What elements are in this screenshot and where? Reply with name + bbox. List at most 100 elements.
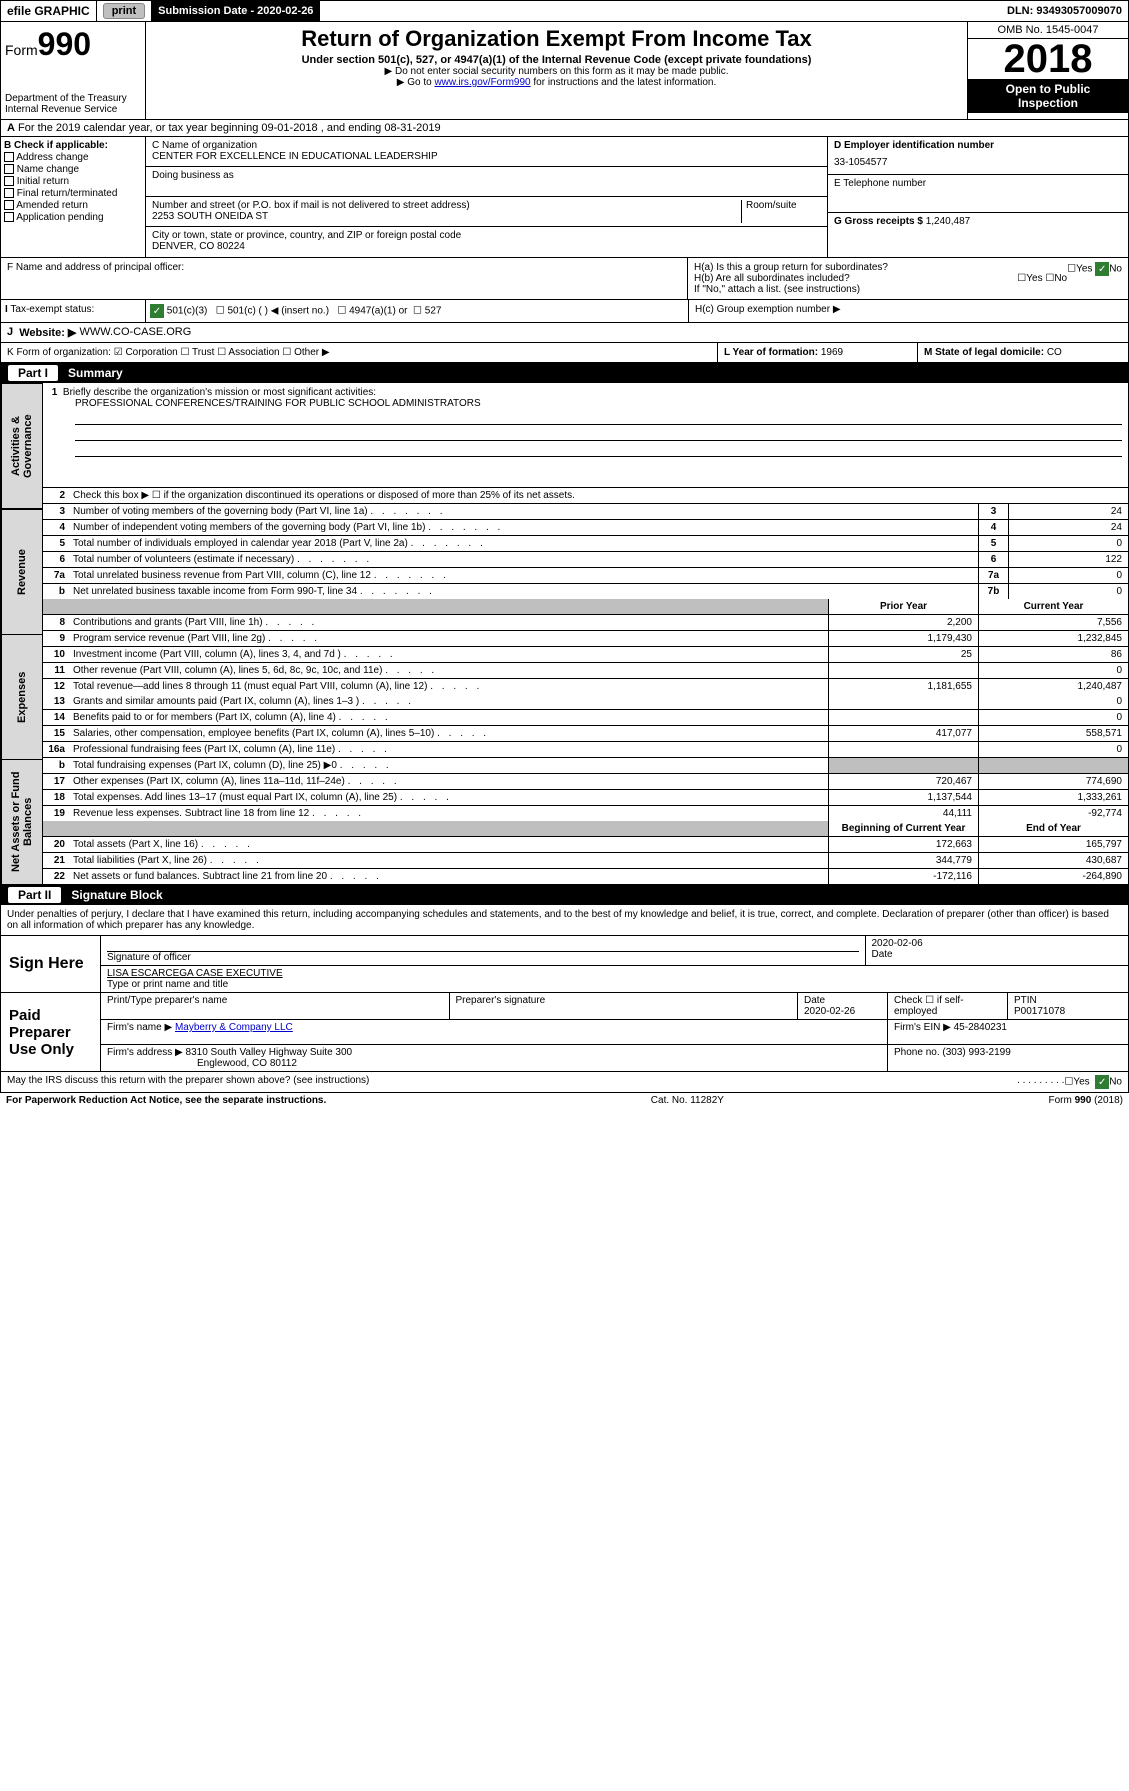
col-b: B Check if applicable: Address change Na… xyxy=(1,137,146,257)
vtab-revenue: Revenue xyxy=(1,509,43,634)
vtab-expenses: Expenses xyxy=(1,634,43,759)
form-prefix: Form xyxy=(5,42,38,58)
form-title: Return of Organization Exempt From Incom… xyxy=(150,26,963,52)
officer-sig-label: Signature of officer xyxy=(107,952,859,963)
table-row: 13Grants and similar amounts paid (Part … xyxy=(43,694,1128,710)
self-employed-check: Check ☐ if self-employed xyxy=(888,993,1008,1019)
form-number: Form990 xyxy=(5,26,141,63)
irs-link[interactable]: www.irs.gov/Form990 xyxy=(434,77,530,88)
firm-phone-cell: Phone no. (303) 993-2199 xyxy=(888,1045,1128,1071)
preparer-sig-label: Preparer's signature xyxy=(450,993,799,1019)
officer-date: 2020-02-06 xyxy=(872,938,1123,949)
mission-text: PROFESSIONAL CONFERENCES/TRAINING FOR PU… xyxy=(75,398,1122,409)
chk-pending[interactable]: Application pending xyxy=(4,212,142,223)
tax-status-label: I Tax-exempt status: xyxy=(1,300,146,322)
vtab-netassets: Net Assets or Fund Balances xyxy=(1,759,43,884)
city-label: City or town, state or province, country… xyxy=(152,230,821,241)
table-row: 8Contributions and grants (Part VIII, li… xyxy=(43,615,1128,631)
inspection-label: Inspection xyxy=(968,96,1128,110)
room-label: Room/suite xyxy=(741,200,821,223)
table-row: 14Benefits paid to or for members (Part … xyxy=(43,710,1128,726)
line-2: 2Check this box ▶ ☐ if the organization … xyxy=(43,488,1128,504)
tax-status-opts: ✓ 501(c)(3) ☐ 501(c) ( ) ◀ (insert no.) … xyxy=(146,300,688,322)
table-row: 21Total liabilities (Part X, line 26) . … xyxy=(43,853,1128,869)
part2-tag: Part II xyxy=(8,887,61,903)
fh-row: F Name and address of principal officer:… xyxy=(1,257,1128,299)
col-deg: D Employer identification number 33-1054… xyxy=(828,137,1128,257)
table-row: 15Salaries, other compensation, employee… xyxy=(43,726,1128,742)
website-label: Website: ▶ xyxy=(19,326,76,339)
sign-here-row: Sign Here Signature of officer 2020-02-0… xyxy=(1,936,1128,993)
col-current: Current Year xyxy=(978,599,1128,614)
gross-cell: G Gross receipts $ 1,240,487 xyxy=(828,213,1128,251)
table-row: 11Other revenue (Part VIII, column (A), … xyxy=(43,663,1128,679)
hc-label: H(c) Group exemption number ▶ xyxy=(688,300,1128,322)
page-footer: For Paperwork Reduction Act Notice, see … xyxy=(0,1093,1129,1108)
vtab-governance: Activities & Governance xyxy=(1,383,43,509)
klm-row: K Form of organization: ☑ Corporation ☐ … xyxy=(1,342,1128,362)
website-value: WWW.CO-CASE.ORG xyxy=(79,326,191,339)
tax-year: 2018 xyxy=(968,39,1128,79)
chk-amended[interactable]: Amended return xyxy=(4,200,142,211)
paid-preparer-label: Paid Preparer Use Only xyxy=(1,993,101,1071)
table-row: 6Total number of volunteers (estimate if… xyxy=(43,552,1128,568)
table-row: 10Investment income (Part VIII, column (… xyxy=(43,647,1128,663)
table-row: 16aProfessional fundraising fees (Part I… xyxy=(43,742,1128,758)
officer-cells: Signature of officer 2020-02-06 Date LIS… xyxy=(101,936,1128,992)
officer-date-cell: 2020-02-06 Date xyxy=(866,936,1129,965)
h-block: H(a) Is this a group return for subordin… xyxy=(688,258,1128,299)
org-name: CENTER FOR EXCELLENCE IN EDUCATIONAL LEA… xyxy=(152,151,821,162)
line-a-text: For the 2019 calendar year, or tax year … xyxy=(18,122,441,134)
gross-label: G Gross receipts $ xyxy=(834,216,923,227)
header-left: Form990 Department of the Treasury Inter… xyxy=(1,22,146,119)
table-row: 18Total expenses. Add lines 13–17 (must … xyxy=(43,790,1128,806)
chk-final[interactable]: Final return/terminated xyxy=(4,188,142,199)
table-row: 4Number of independent voting members of… xyxy=(43,520,1128,536)
website-row: J Website: ▶ WWW.CO-CASE.ORG xyxy=(1,322,1128,342)
table-row: 7aTotal unrelated business revenue from … xyxy=(43,568,1128,584)
penalty-text: Under penalties of perjury, I declare th… xyxy=(1,905,1128,936)
phone-cell: E Telephone number xyxy=(828,175,1128,213)
ein-value: 33-1054577 xyxy=(834,157,1122,168)
ein-label: D Employer identification number xyxy=(834,140,994,151)
paid-preparer-row: Paid Preparer Use Only Print/Type prepar… xyxy=(1,993,1128,1072)
table-row: 9Program service revenue (Part VIII, lin… xyxy=(43,631,1128,647)
table-row: 12Total revenue—add lines 8 through 11 (… xyxy=(43,679,1128,694)
firm-name-link[interactable]: Mayberry & Company LLC xyxy=(175,1022,293,1033)
meta-section: A For the 2019 calendar year, or tax yea… xyxy=(0,120,1129,363)
pra-notice: For Paperwork Reduction Act Notice, see … xyxy=(6,1095,326,1106)
ptin-cell: PTINP00171078 xyxy=(1008,993,1128,1019)
cat-no: Cat. No. 11282Y xyxy=(651,1095,724,1106)
ein-cell: D Employer identification number 33-1054… xyxy=(828,137,1128,175)
l1-text: Briefly describe the organization's miss… xyxy=(63,387,376,398)
date-label: Date xyxy=(872,949,1123,960)
col-c: C Name of organization CENTER FOR EXCELL… xyxy=(146,137,828,257)
topbar-spacer xyxy=(320,1,1001,21)
addr-value: 2253 SOUTH ONEIDA ST xyxy=(152,211,741,222)
part1-header: Part I Summary xyxy=(0,363,1129,383)
preparer-cells: Print/Type preparer's name Preparer's si… xyxy=(101,993,1128,1071)
efile-label: efile GRAPHIC xyxy=(1,1,97,21)
check-icon: ✓ xyxy=(1095,1075,1109,1089)
type-name-label: Type or print name and title xyxy=(107,979,1122,990)
year-formation: L Year of formation: 1969 xyxy=(718,343,918,362)
note-goto: ▶ Go to www.irs.gov/Form990 for instruct… xyxy=(150,77,963,88)
table-row: 20Total assets (Part X, line 16) . . . .… xyxy=(43,837,1128,853)
discuss-row: May the IRS discuss this return with the… xyxy=(1,1072,1128,1092)
officer-name-cell: LISA ESCARCEGA CASE EXECUTIVE Type or pr… xyxy=(101,966,1128,992)
chk-name[interactable]: Name change xyxy=(4,164,142,175)
open-to-public: Open to Public Inspection xyxy=(968,79,1128,113)
ha-row: H(a) Is this a group return for subordin… xyxy=(694,262,1122,273)
submission-date: Submission Date - 2020-02-26 xyxy=(152,1,320,21)
col-beginning: Beginning of Current Year xyxy=(828,821,978,836)
irs-label: Internal Revenue Service xyxy=(5,104,141,115)
col-endofyear: End of Year xyxy=(978,821,1128,836)
state-domicile: M State of legal domicile: CO xyxy=(918,343,1128,362)
firm-name-cell: Firm's name ▶ Mayberry & Company LLC xyxy=(101,1020,888,1044)
chk-initial[interactable]: Initial return xyxy=(4,176,142,187)
table-row: 19Revenue less expenses. Subtract line 1… xyxy=(43,806,1128,821)
part1-tag: Part I xyxy=(8,365,58,381)
print-button[interactable]: print xyxy=(103,3,145,19)
addr-cell: Number and street (or P.O. box if mail i… xyxy=(146,197,827,227)
chk-address[interactable]: Address change xyxy=(4,152,142,163)
